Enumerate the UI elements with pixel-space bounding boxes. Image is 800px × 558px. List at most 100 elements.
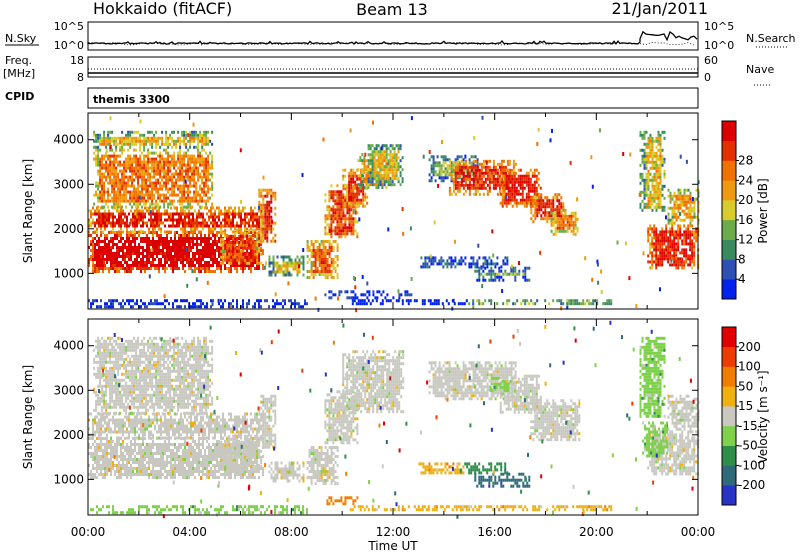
power-cell — [116, 270, 118, 273]
power-cell — [159, 188, 161, 191]
power-cell — [130, 240, 132, 243]
power-cell — [528, 199, 530, 202]
power-cell — [473, 155, 475, 158]
power-cell — [483, 163, 485, 166]
power-cell — [400, 174, 402, 177]
power-cell — [254, 235, 256, 238]
power-cell — [336, 223, 338, 226]
power-cell — [516, 178, 518, 181]
power-cell — [346, 290, 348, 293]
power-cell — [350, 181, 352, 184]
power-cell — [376, 147, 378, 150]
power-cell — [469, 190, 471, 193]
power-cell — [123, 182, 125, 185]
power-cell — [463, 166, 465, 169]
power-cell — [140, 264, 142, 267]
power-cell — [319, 249, 321, 252]
power-cell — [644, 149, 646, 152]
power-cell — [205, 191, 207, 194]
power-cell — [194, 237, 196, 240]
power-cell — [443, 176, 445, 179]
power-cell — [149, 152, 151, 155]
power-cell — [210, 249, 212, 252]
power-cell — [441, 167, 443, 170]
power-cell — [196, 267, 198, 270]
power-cell — [358, 190, 360, 193]
power-cell — [273, 268, 275, 271]
power-cell — [114, 234, 116, 237]
power-cell — [648, 197, 650, 200]
power-cell — [98, 258, 100, 261]
power-cell — [442, 265, 444, 268]
power-cell — [180, 252, 182, 255]
power-cell — [556, 208, 558, 211]
power-cell — [388, 147, 390, 150]
power-cell — [184, 231, 186, 234]
power-cell — [376, 296, 378, 299]
power-cell — [119, 203, 121, 206]
power-cell — [112, 246, 114, 249]
power-cell — [563, 230, 565, 233]
power-cell — [228, 247, 230, 250]
power-cell — [476, 270, 478, 273]
power-cell — [101, 200, 103, 203]
power-cell — [333, 246, 335, 249]
power-cell — [450, 259, 452, 262]
power-cell — [440, 262, 442, 265]
power-cell — [350, 296, 352, 299]
power-cell — [163, 182, 165, 185]
power-cell — [166, 213, 168, 216]
power-cell — [165, 185, 167, 188]
power-cell — [319, 270, 321, 273]
power-cell — [447, 167, 449, 170]
power-cell — [180, 228, 182, 231]
power-cell — [640, 176, 642, 179]
power-cell — [204, 243, 206, 246]
power-cell — [327, 261, 329, 264]
power-cell — [338, 293, 340, 296]
power-cell — [169, 176, 171, 179]
power-cell — [270, 231, 272, 234]
power-cell — [256, 228, 258, 231]
power-cell — [337, 255, 339, 258]
power-cell — [360, 202, 362, 205]
power-cell — [248, 225, 250, 228]
power-cell — [331, 246, 333, 249]
power-cell — [346, 232, 348, 235]
power-cell — [329, 264, 331, 267]
power-cell — [97, 170, 99, 173]
power-cell — [646, 146, 648, 149]
power-cell — [511, 172, 513, 175]
power-cell — [372, 290, 374, 293]
power-cell — [178, 225, 180, 228]
power-cell — [482, 256, 484, 259]
power-cell — [360, 302, 362, 305]
power-cell — [179, 146, 181, 149]
power-cell — [166, 219, 168, 222]
power-cell — [144, 270, 146, 273]
power-cell — [154, 228, 156, 231]
power-cell — [323, 264, 325, 267]
power-cell — [481, 163, 483, 166]
power-cell — [384, 156, 386, 159]
power-cell — [154, 243, 156, 246]
power-cell — [230, 207, 232, 210]
power-cell — [373, 162, 375, 165]
power-cell — [184, 252, 186, 255]
power-cell — [513, 160, 515, 163]
power-cell — [208, 228, 210, 231]
power-cell — [164, 264, 166, 267]
power-cell — [115, 185, 117, 188]
power-cell — [111, 161, 113, 164]
power-cell — [388, 180, 390, 183]
power-cell — [119, 137, 121, 140]
power-cell — [205, 194, 207, 197]
power-cell — [528, 172, 530, 175]
power-cell — [172, 246, 174, 249]
power-cell — [542, 202, 544, 205]
power-cell — [565, 215, 567, 218]
power-cell — [200, 255, 202, 258]
power-cell — [246, 256, 248, 259]
power-cell — [134, 243, 136, 246]
power-cell — [154, 225, 156, 228]
